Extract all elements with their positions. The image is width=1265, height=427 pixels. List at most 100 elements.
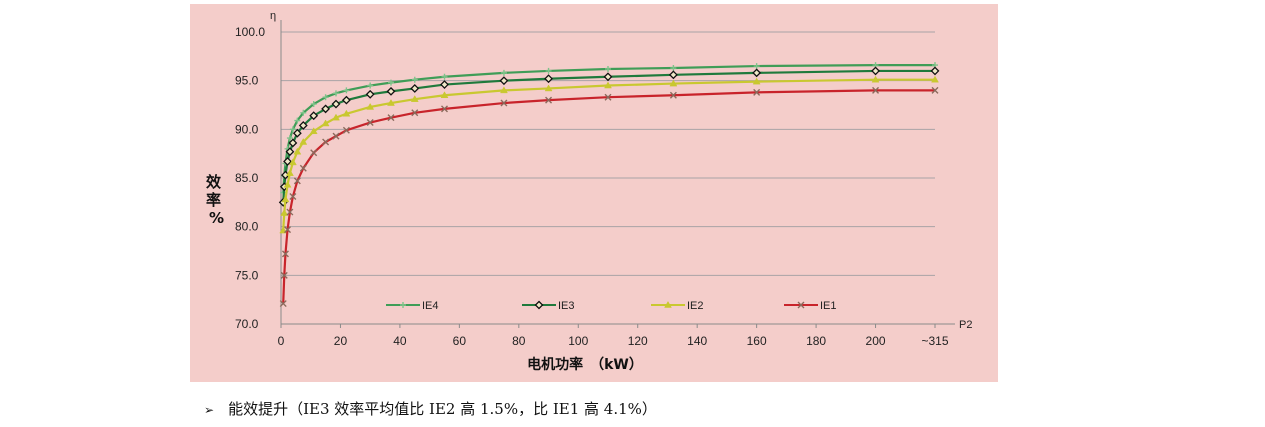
x-tick-label: 180 <box>806 334 826 348</box>
legend-marker-ie4 <box>400 302 406 308</box>
data-point-ie3 <box>668 70 678 80</box>
data-point-ie2 <box>604 81 612 89</box>
data-point-ie2 <box>280 209 289 216</box>
data-point-ie3 <box>285 147 295 157</box>
data-point-ie2 <box>931 75 939 83</box>
x-tick-label: 200 <box>866 334 886 348</box>
data-point-ie3 <box>752 68 762 78</box>
x-tick-label: 0 <box>278 334 285 348</box>
data-point-ie1 <box>281 250 289 258</box>
data-point-ie2 <box>387 99 395 106</box>
data-point-ie3 <box>309 111 319 121</box>
caption-text: 能效提升（IE3 效率平均值比 IE2 高 1.5%，比 IE1 高 4.1%） <box>228 400 657 418</box>
data-point-ie1 <box>872 86 880 94</box>
data-point-ie2 <box>288 158 297 166</box>
x-axis-caption: P2 <box>959 319 972 331</box>
x-tick-label: 40 <box>393 334 407 348</box>
data-point-ie4 <box>322 94 329 101</box>
data-point-ie1 <box>931 86 939 94</box>
data-point-ie2 <box>285 169 294 176</box>
data-point-ie1 <box>286 208 294 216</box>
y-axis-label-char: 效 <box>206 173 222 191</box>
data-point-ie4 <box>286 135 293 142</box>
data-point-ie3 <box>544 74 553 84</box>
data-point-ie3 <box>365 89 375 99</box>
data-point-ie1 <box>545 96 553 104</box>
y-axis-label-char: 率 <box>206 191 221 209</box>
data-point-ie3 <box>341 95 351 105</box>
data-point-ie2 <box>871 75 880 83</box>
data-point-ie1 <box>299 164 307 172</box>
x-axis-label: 电机功率 （kW） <box>527 356 643 373</box>
data-point-ie2 <box>309 127 318 135</box>
data-point-ie3 <box>292 128 302 138</box>
data-point-ie1 <box>441 105 448 113</box>
data-point-ie4 <box>753 63 760 70</box>
data-point-ie4 <box>605 65 611 72</box>
data-point-ie3 <box>321 104 331 114</box>
y-tick-label: 70.0 <box>235 317 259 331</box>
x-tick-label: ~315 <box>921 334 948 348</box>
data-point-ie2 <box>500 86 508 94</box>
series-line-ie2 <box>282 78 935 231</box>
x-tick-label: 140 <box>687 334 707 348</box>
data-point-ie2 <box>332 113 340 121</box>
data-point-ie1 <box>332 132 340 140</box>
data-point-ie2 <box>544 84 553 92</box>
legend-marker-ie3 <box>534 300 544 310</box>
data-point-ie4 <box>441 73 448 80</box>
data-point-ie2 <box>299 137 308 145</box>
legend-marker-ie2 <box>664 301 672 308</box>
data-point-ie4 <box>367 82 374 89</box>
series-line-ie1 <box>282 89 935 304</box>
legend-label-ie3: IE3 <box>558 300 575 312</box>
data-point-ie1 <box>284 226 292 234</box>
data-point-ie1 <box>366 119 374 127</box>
data-point-ie1 <box>280 271 288 279</box>
data-point-ie1 <box>310 149 318 157</box>
data-point-ie3 <box>331 99 341 109</box>
data-point-ie2 <box>321 119 330 127</box>
data-point-ie1 <box>342 126 350 134</box>
y-tick-label: 100.0 <box>235 25 265 39</box>
data-point-ie4 <box>500 69 507 76</box>
data-point-ie4 <box>294 117 301 124</box>
data-point-ie4 <box>411 76 418 83</box>
data-point-ie4 <box>545 67 552 74</box>
data-point-ie3 <box>930 66 940 76</box>
efficiency-chart: 70.0 75.0 80.0 85.0 90.0 95.0 100.0 0 20 40 60 80 10… <box>206 10 972 373</box>
data-point-ie4 <box>332 90 339 97</box>
data-point-ie2 <box>283 180 292 188</box>
data-point-ie3 <box>871 66 880 76</box>
x-tick-label: 60 <box>453 334 467 348</box>
y-axis-label-char: % <box>209 209 224 227</box>
data-point-ie3 <box>288 138 298 148</box>
data-point-ie2 <box>410 95 419 102</box>
data-point-ie4 <box>343 87 350 94</box>
bullet-arrow-icon: ➢ <box>204 403 215 417</box>
data-point-ie4 <box>289 126 296 133</box>
data-point-ie1 <box>411 109 419 117</box>
data-point-ie1 <box>604 93 612 101</box>
data-point-ie1 <box>289 192 297 200</box>
data-point-ie3 <box>386 86 396 96</box>
data-point-ie3 <box>499 76 509 86</box>
caption: ➢ 能效提升（IE3 效率平均值比 IE2 高 1.5%，比 IE1 高 4.1%… <box>204 398 657 419</box>
data-point-ie3 <box>440 80 449 89</box>
y-tick-label: 95.0 <box>235 74 259 88</box>
y-tick-label: 90.0 <box>235 122 259 136</box>
y-tick-label: 85.0 <box>235 171 259 185</box>
data-point-ie1 <box>753 88 761 96</box>
data-point-ie1 <box>322 138 330 146</box>
data-point-ie2 <box>440 91 449 99</box>
data-point-ie4 <box>387 79 394 86</box>
data-point-ie3 <box>410 84 420 93</box>
data-point-ie3 <box>603 72 613 82</box>
data-point-ie2 <box>281 195 290 203</box>
x-tick-label: 80 <box>512 334 526 348</box>
legend-label-ie1: IE1 <box>820 300 837 312</box>
x-tick-label: 160 <box>747 334 767 348</box>
data-point-ie2 <box>752 77 761 85</box>
legend-label-ie4: IE4 <box>422 300 439 312</box>
data-point-ie2 <box>293 147 302 155</box>
